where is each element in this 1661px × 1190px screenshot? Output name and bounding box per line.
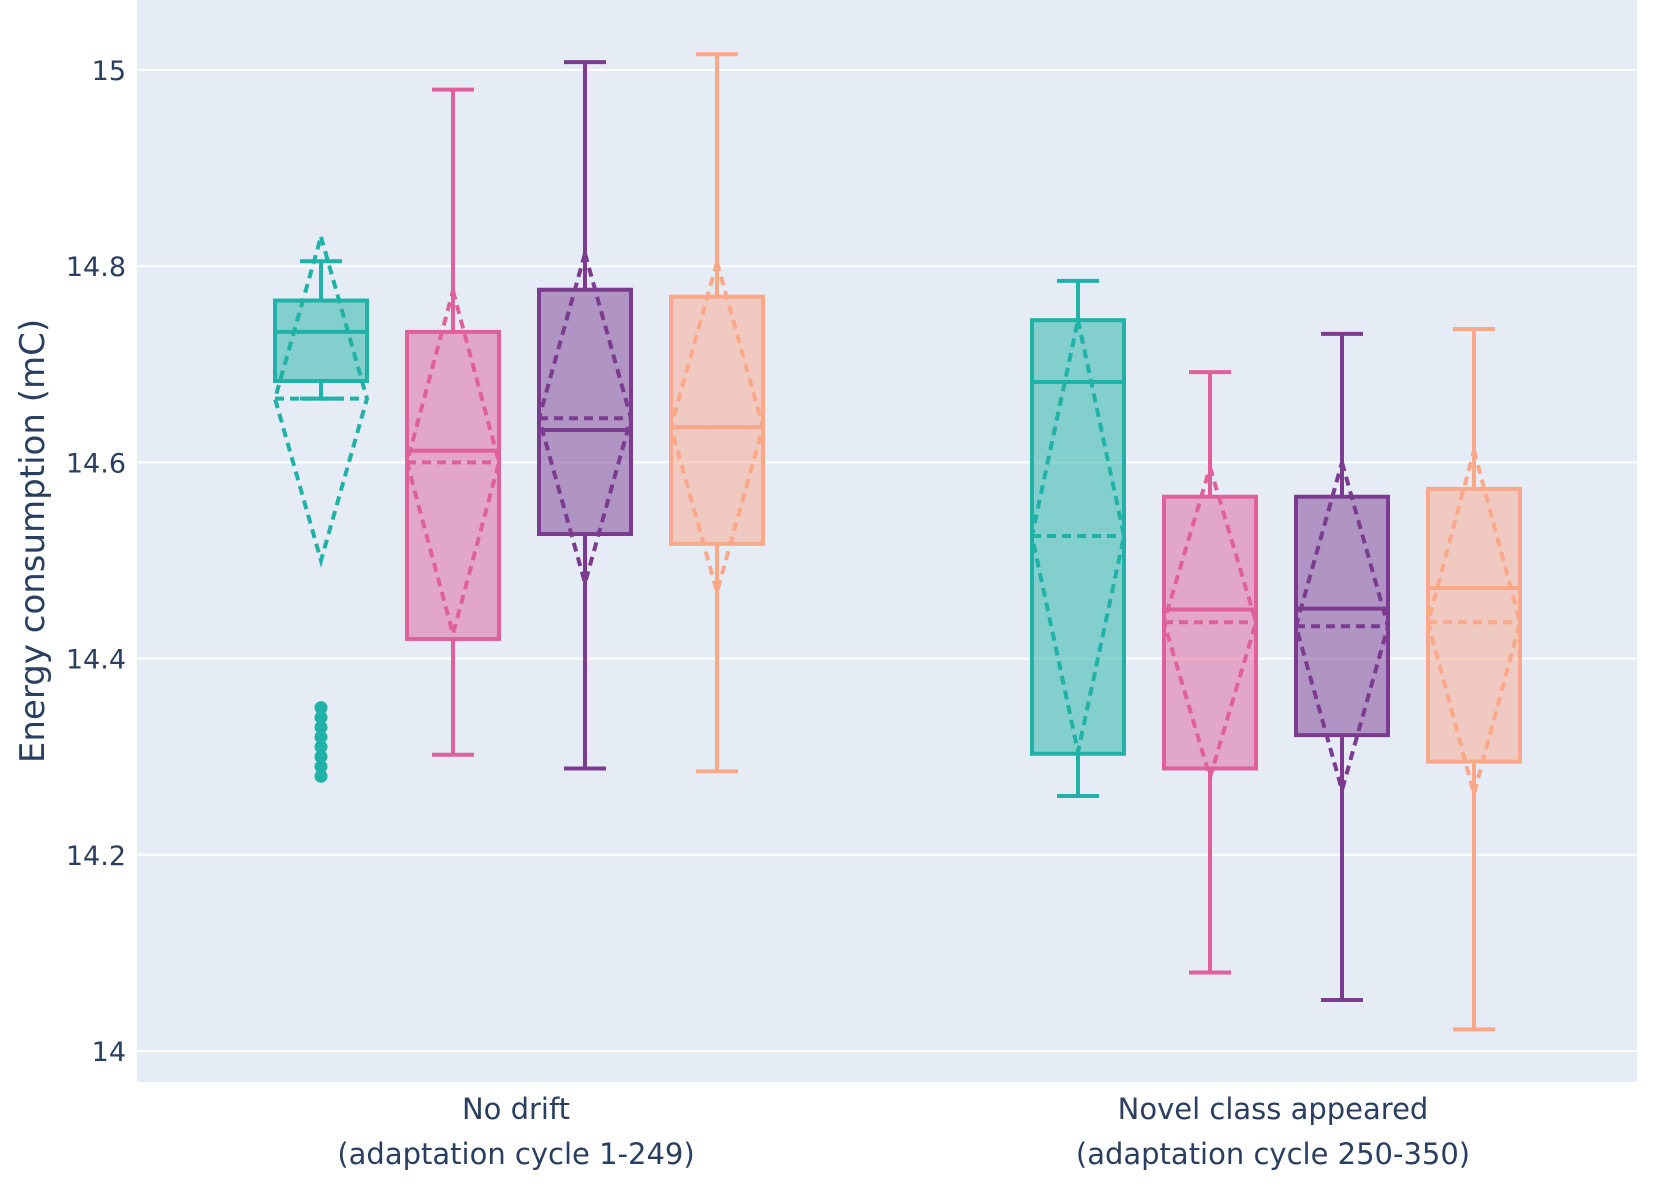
outlier-point [314, 750, 328, 764]
x-category-label-line1: Novel class appeared [1118, 1092, 1429, 1126]
boxes [272, 52, 1523, 1032]
sd-diamond [536, 246, 634, 591]
sd-diamond [1293, 455, 1391, 798]
box-iqr [405, 329, 501, 641]
box-plot-group [536, 60, 634, 771]
outlier-point [314, 769, 328, 783]
box-iqr [1426, 486, 1522, 764]
outlier-point [314, 710, 328, 724]
box-plot-group [668, 52, 766, 774]
box-plot-group [404, 87, 502, 757]
y-tick-label: 15 [92, 56, 126, 87]
box-plot-group [272, 229, 370, 783]
sd-diamond [1029, 319, 1127, 753]
y-tick-label: 14.4 [66, 645, 126, 676]
sd-diamond [1161, 460, 1259, 785]
plot-area [137, 0, 1637, 1082]
box-iqr [1294, 494, 1390, 738]
x-category-label-line1: No drift [462, 1092, 570, 1126]
y-tick-label: 14.2 [66, 841, 126, 872]
sd-diamond [404, 282, 502, 642]
outlier-point [314, 740, 328, 754]
y-axis-ticks: 14 14.2 14.4 14.6 14.8 15 [66, 56, 126, 1068]
sd-diamond [668, 254, 766, 600]
outlier-point [314, 701, 328, 715]
box-plot-group [1029, 278, 1127, 798]
y-tick-label: 14 [92, 1037, 126, 1068]
x-category-label-line2: (adaptation cycle 250-350) [1076, 1137, 1470, 1171]
x-category-label-line2: (adaptation cycle 1-249) [337, 1137, 694, 1171]
box-plot-group [1293, 331, 1391, 1002]
x-axis-categories: No drift (adaptation cycle 1-249) Novel cl… [337, 1092, 1470, 1171]
gridlines [137, 69, 1637, 1052]
y-tick-label: 14.8 [66, 252, 126, 283]
box-plot-group [1161, 370, 1259, 975]
y-tick-label: 14.6 [66, 448, 126, 479]
outlier-point [314, 730, 328, 744]
outlier-point [314, 720, 328, 734]
sd-diamond [1425, 442, 1523, 802]
box-iqr [537, 287, 633, 537]
sd-diamond [272, 229, 370, 568]
outlier-point [314, 760, 328, 774]
box-iqr [1162, 494, 1258, 771]
box-iqr [273, 298, 369, 383]
box-iqr [669, 294, 765, 546]
box-plot-group [1425, 326, 1523, 1032]
y-axis-title: Energy consumption (mC) [13, 319, 53, 763]
